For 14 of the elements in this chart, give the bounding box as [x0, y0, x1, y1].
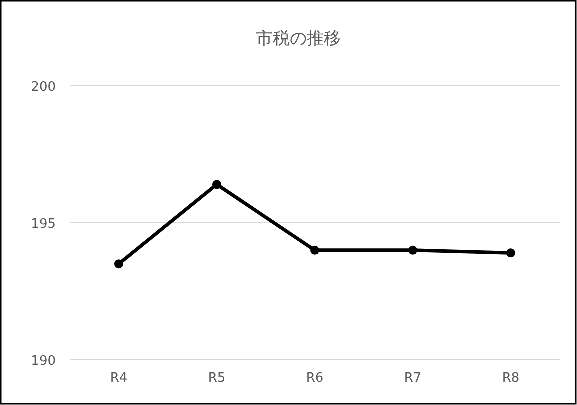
x-tick-label: R4	[110, 371, 128, 386]
chart-title: 市税の推移	[256, 29, 341, 49]
x-tick-label: R5	[208, 371, 226, 386]
point	[506, 248, 516, 258]
point	[114, 260, 124, 269]
point	[310, 246, 320, 255]
x-tick-label: R8	[502, 371, 520, 386]
y-tick-label: 195	[31, 217, 56, 232]
point	[212, 180, 222, 190]
y-tick-label: 190	[31, 354, 56, 369]
y-tick-label: 200	[31, 80, 56, 95]
x-tick-label: R7	[404, 371, 422, 386]
point	[408, 246, 418, 255]
x-tick-label: R6	[306, 371, 324, 386]
